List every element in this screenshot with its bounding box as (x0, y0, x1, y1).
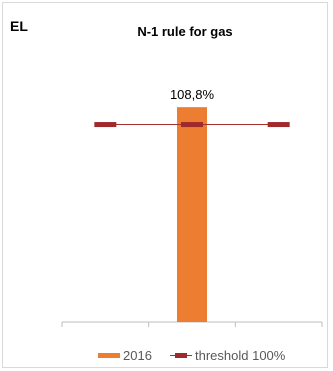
bar-2016 (177, 107, 207, 322)
threshold-marker (267, 122, 290, 128)
threshold-marker (94, 122, 117, 128)
legend-item-2016: 2016 (98, 348, 152, 363)
threshold-marker (181, 122, 203, 128)
legend-swatch-bar (98, 353, 120, 358)
bar-data-label: 108,8% (170, 87, 215, 102)
legend-label-threshold: threshold 100% (195, 348, 286, 363)
chart-title: N-1 rule for gas (137, 24, 233, 39)
legend-swatch-line (170, 350, 192, 361)
legend-label-2016: 2016 (123, 348, 152, 363)
chart-frame (2, 2, 328, 368)
corner-label: EL (10, 18, 28, 34)
legend-item-threshold: threshold 100% (170, 348, 285, 363)
